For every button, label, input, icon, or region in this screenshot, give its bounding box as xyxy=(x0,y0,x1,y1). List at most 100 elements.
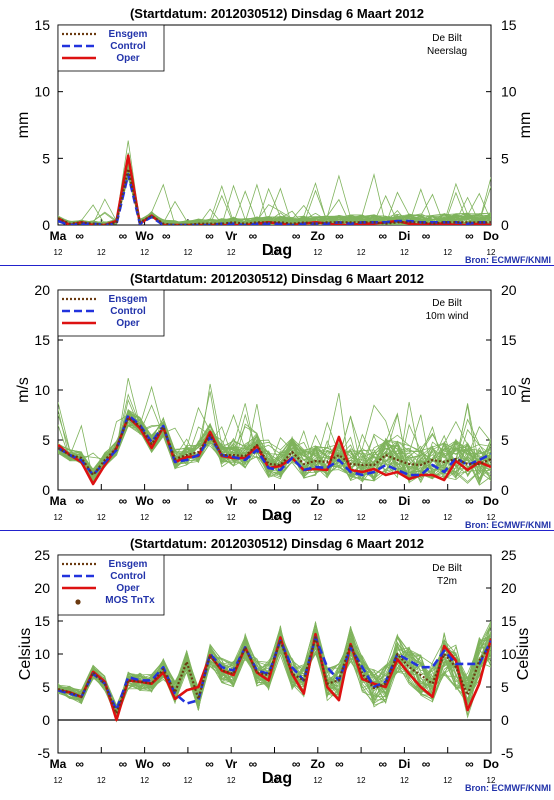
x-hour-label: 12 xyxy=(357,513,366,522)
variable-label: Neerslag xyxy=(427,46,467,57)
legend-label: Control xyxy=(110,571,146,582)
y-tick-label: 5 xyxy=(501,679,509,695)
chart-panel-t2m: (Startdatum: 2012030512) Dinsdag 6 Maart… xyxy=(17,536,551,793)
x-hour-label: 12 xyxy=(54,248,63,257)
y-axis-label: Celsius xyxy=(17,628,34,680)
legend-box xyxy=(57,289,165,337)
y-tick-label: 15 xyxy=(501,613,517,629)
x-infinity-mark: ∞ xyxy=(75,229,84,243)
x-hour-label: 12 xyxy=(313,248,322,257)
x-hour-label: 12 xyxy=(487,776,496,785)
x-infinity-mark: ∞ xyxy=(292,494,301,508)
x-tick-label: Do xyxy=(483,494,499,508)
legend-box xyxy=(57,24,165,72)
x-hour-label: 12 xyxy=(487,248,496,257)
x-hour-label: 12 xyxy=(270,513,279,522)
x-infinity-mark: ∞ xyxy=(205,494,214,508)
x-hour-label: 12 xyxy=(227,513,236,522)
legend-label: Oper xyxy=(116,583,139,594)
y-tick-label: 0 xyxy=(42,217,50,233)
x-hour-label: 12 xyxy=(140,776,149,785)
station-label: De Bilt xyxy=(432,33,462,44)
legend-label: Ensgem xyxy=(109,29,148,40)
y-tick-label: 10 xyxy=(34,84,50,100)
y-tick-label: 0 xyxy=(42,712,50,728)
x-tick-label: Ma xyxy=(50,757,67,771)
x-infinity-mark: ∞ xyxy=(249,757,258,771)
x-hour-label: 12 xyxy=(140,513,149,522)
x-infinity-mark: ∞ xyxy=(205,757,214,771)
x-tick-label: Wo xyxy=(135,229,153,243)
x-infinity-mark: ∞ xyxy=(162,757,171,771)
y-tick-label: 15 xyxy=(501,17,517,33)
x-hour-label: 12 xyxy=(313,513,322,522)
legend-label: Ensgem xyxy=(109,294,148,305)
x-hour-label: 12 xyxy=(227,776,236,785)
chart-title: (Startdatum: 2012030512) Dinsdag 6 Maart… xyxy=(130,536,424,551)
x-hour-label: 12 xyxy=(270,248,279,257)
series-line-control xyxy=(58,413,491,477)
plot-lines xyxy=(58,140,491,225)
x-axis-label: Dag xyxy=(262,242,292,259)
x-hour-label: 12 xyxy=(400,248,409,257)
source-label: Bron: ECMWF/KNMI xyxy=(465,520,551,530)
x-hour-label: 12 xyxy=(97,513,106,522)
x-tick-label: Vr xyxy=(225,494,237,508)
plot-lines xyxy=(58,620,491,723)
x-hour-label: 12 xyxy=(54,513,63,522)
x-hour-label: 12 xyxy=(487,513,496,522)
x-hour-label: 12 xyxy=(183,513,192,522)
x-infinity-mark: ∞ xyxy=(465,757,474,771)
x-hour-label: 12 xyxy=(270,776,279,785)
x-infinity-mark: ∞ xyxy=(75,494,84,508)
y-tick-label: 0 xyxy=(501,217,509,233)
station-label: De Bilt xyxy=(432,298,462,309)
y-tick-label: 0 xyxy=(501,482,509,498)
y-tick-label: 0 xyxy=(42,482,50,498)
x-infinity-mark: ∞ xyxy=(378,494,387,508)
x-infinity-mark: ∞ xyxy=(292,229,301,243)
x-axis-label: Dag xyxy=(262,770,292,787)
series-line-ensgem xyxy=(58,416,491,477)
x-infinity-mark: ∞ xyxy=(465,229,474,243)
x-tick-label: Vr xyxy=(225,229,237,243)
x-infinity-mark: ∞ xyxy=(422,229,431,243)
y-tick-label: 5 xyxy=(42,432,50,448)
x-hour-label: 12 xyxy=(183,248,192,257)
x-infinity-mark: ∞ xyxy=(335,229,344,243)
y-axis-label: mm xyxy=(517,112,534,139)
x-hour-label: 12 xyxy=(140,248,149,257)
chart-panel-10m-wind: (Startdatum: 2012030512) Dinsdag 6 Maart… xyxy=(15,271,551,530)
series-line-ensgem xyxy=(58,167,491,225)
x-infinity-mark: ∞ xyxy=(378,757,387,771)
ensemble-member-line xyxy=(58,633,491,716)
y-tick-label: 20 xyxy=(34,580,50,596)
source-label: Bron: ECMWF/KNMI xyxy=(465,255,551,265)
x-tick-label: Di xyxy=(398,229,410,243)
y-axis-label: m/s xyxy=(517,377,534,403)
x-infinity-mark: ∞ xyxy=(422,757,431,771)
legend-swatch-mos xyxy=(75,599,81,605)
y-tick-label: 10 xyxy=(501,646,517,662)
x-hour-label: 12 xyxy=(400,513,409,522)
y-tick-label: 20 xyxy=(501,282,517,298)
variable-label: T2m xyxy=(437,576,457,587)
legend-label: Ensgem xyxy=(109,559,148,570)
y-tick-label: 5 xyxy=(501,150,509,166)
y-axis-label: mm xyxy=(15,112,32,139)
x-hour-label: 12 xyxy=(313,776,322,785)
y-tick-label: 15 xyxy=(34,17,50,33)
y-tick-label: 5 xyxy=(501,432,509,448)
x-infinity-mark: ∞ xyxy=(162,494,171,508)
y-tick-label: 10 xyxy=(34,382,50,398)
y-tick-label: 10 xyxy=(501,84,517,100)
y-tick-label: 10 xyxy=(34,646,50,662)
chart-title: (Startdatum: 2012030512) Dinsdag 6 Maart… xyxy=(130,271,424,286)
x-hour-label: 12 xyxy=(357,248,366,257)
x-tick-label: Di xyxy=(398,494,410,508)
x-tick-label: Do xyxy=(483,757,499,771)
y-tick-label: 15 xyxy=(34,613,50,629)
x-hour-label: 12 xyxy=(97,776,106,785)
